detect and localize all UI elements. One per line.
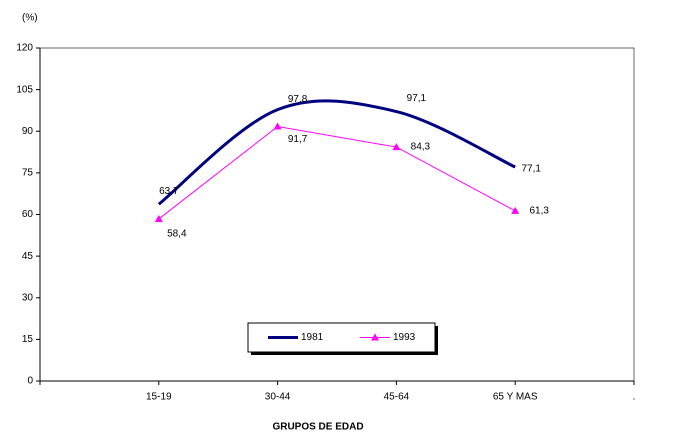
x-tick-label: 15-19 xyxy=(146,392,172,403)
y-tick-label: 0 xyxy=(27,376,33,387)
y-tick-label: 105 xyxy=(16,84,33,95)
x-tick-label: 30-44 xyxy=(265,392,291,403)
y-tick-label: 75 xyxy=(22,168,34,179)
point-marker xyxy=(511,206,520,214)
point-marker xyxy=(392,143,401,151)
data-label: 63,7 xyxy=(159,186,179,197)
y-tick-label: 90 xyxy=(22,126,34,137)
legend-marker xyxy=(371,333,379,341)
x-tick-label: 45-64 xyxy=(384,392,410,403)
data-label: 58,4 xyxy=(167,229,187,240)
legend-label: 1993 xyxy=(393,332,416,343)
data-label: 97,1 xyxy=(407,93,427,104)
legend: 1981 1993 xyxy=(247,322,436,353)
data-label: 97,8 xyxy=(288,94,308,105)
series-line xyxy=(158,126,516,220)
x-tick-label: . xyxy=(633,392,636,403)
y-tick-label: 45 xyxy=(22,251,34,262)
data-label: 77,1 xyxy=(521,164,541,175)
data-label: 84,3 xyxy=(411,142,431,153)
y-tick-label: 120 xyxy=(16,43,33,54)
y-tick-label: 15 xyxy=(22,334,34,345)
point-marker xyxy=(273,122,282,130)
series-line xyxy=(157,99,516,206)
x-tick-label: 65 Y MAS xyxy=(493,392,538,403)
y-axis-title: (%) xyxy=(22,13,38,24)
data-label: 91,7 xyxy=(288,134,308,145)
legend-box xyxy=(247,322,436,353)
y-tick-label: 60 xyxy=(22,209,34,220)
x-axis-title: GRUPOS DE EDAD xyxy=(272,422,363,433)
point-marker xyxy=(154,214,163,222)
y-tick-label: 30 xyxy=(22,292,34,303)
legend-label: 1981 xyxy=(301,332,324,343)
data-label: 61,3 xyxy=(529,206,549,217)
